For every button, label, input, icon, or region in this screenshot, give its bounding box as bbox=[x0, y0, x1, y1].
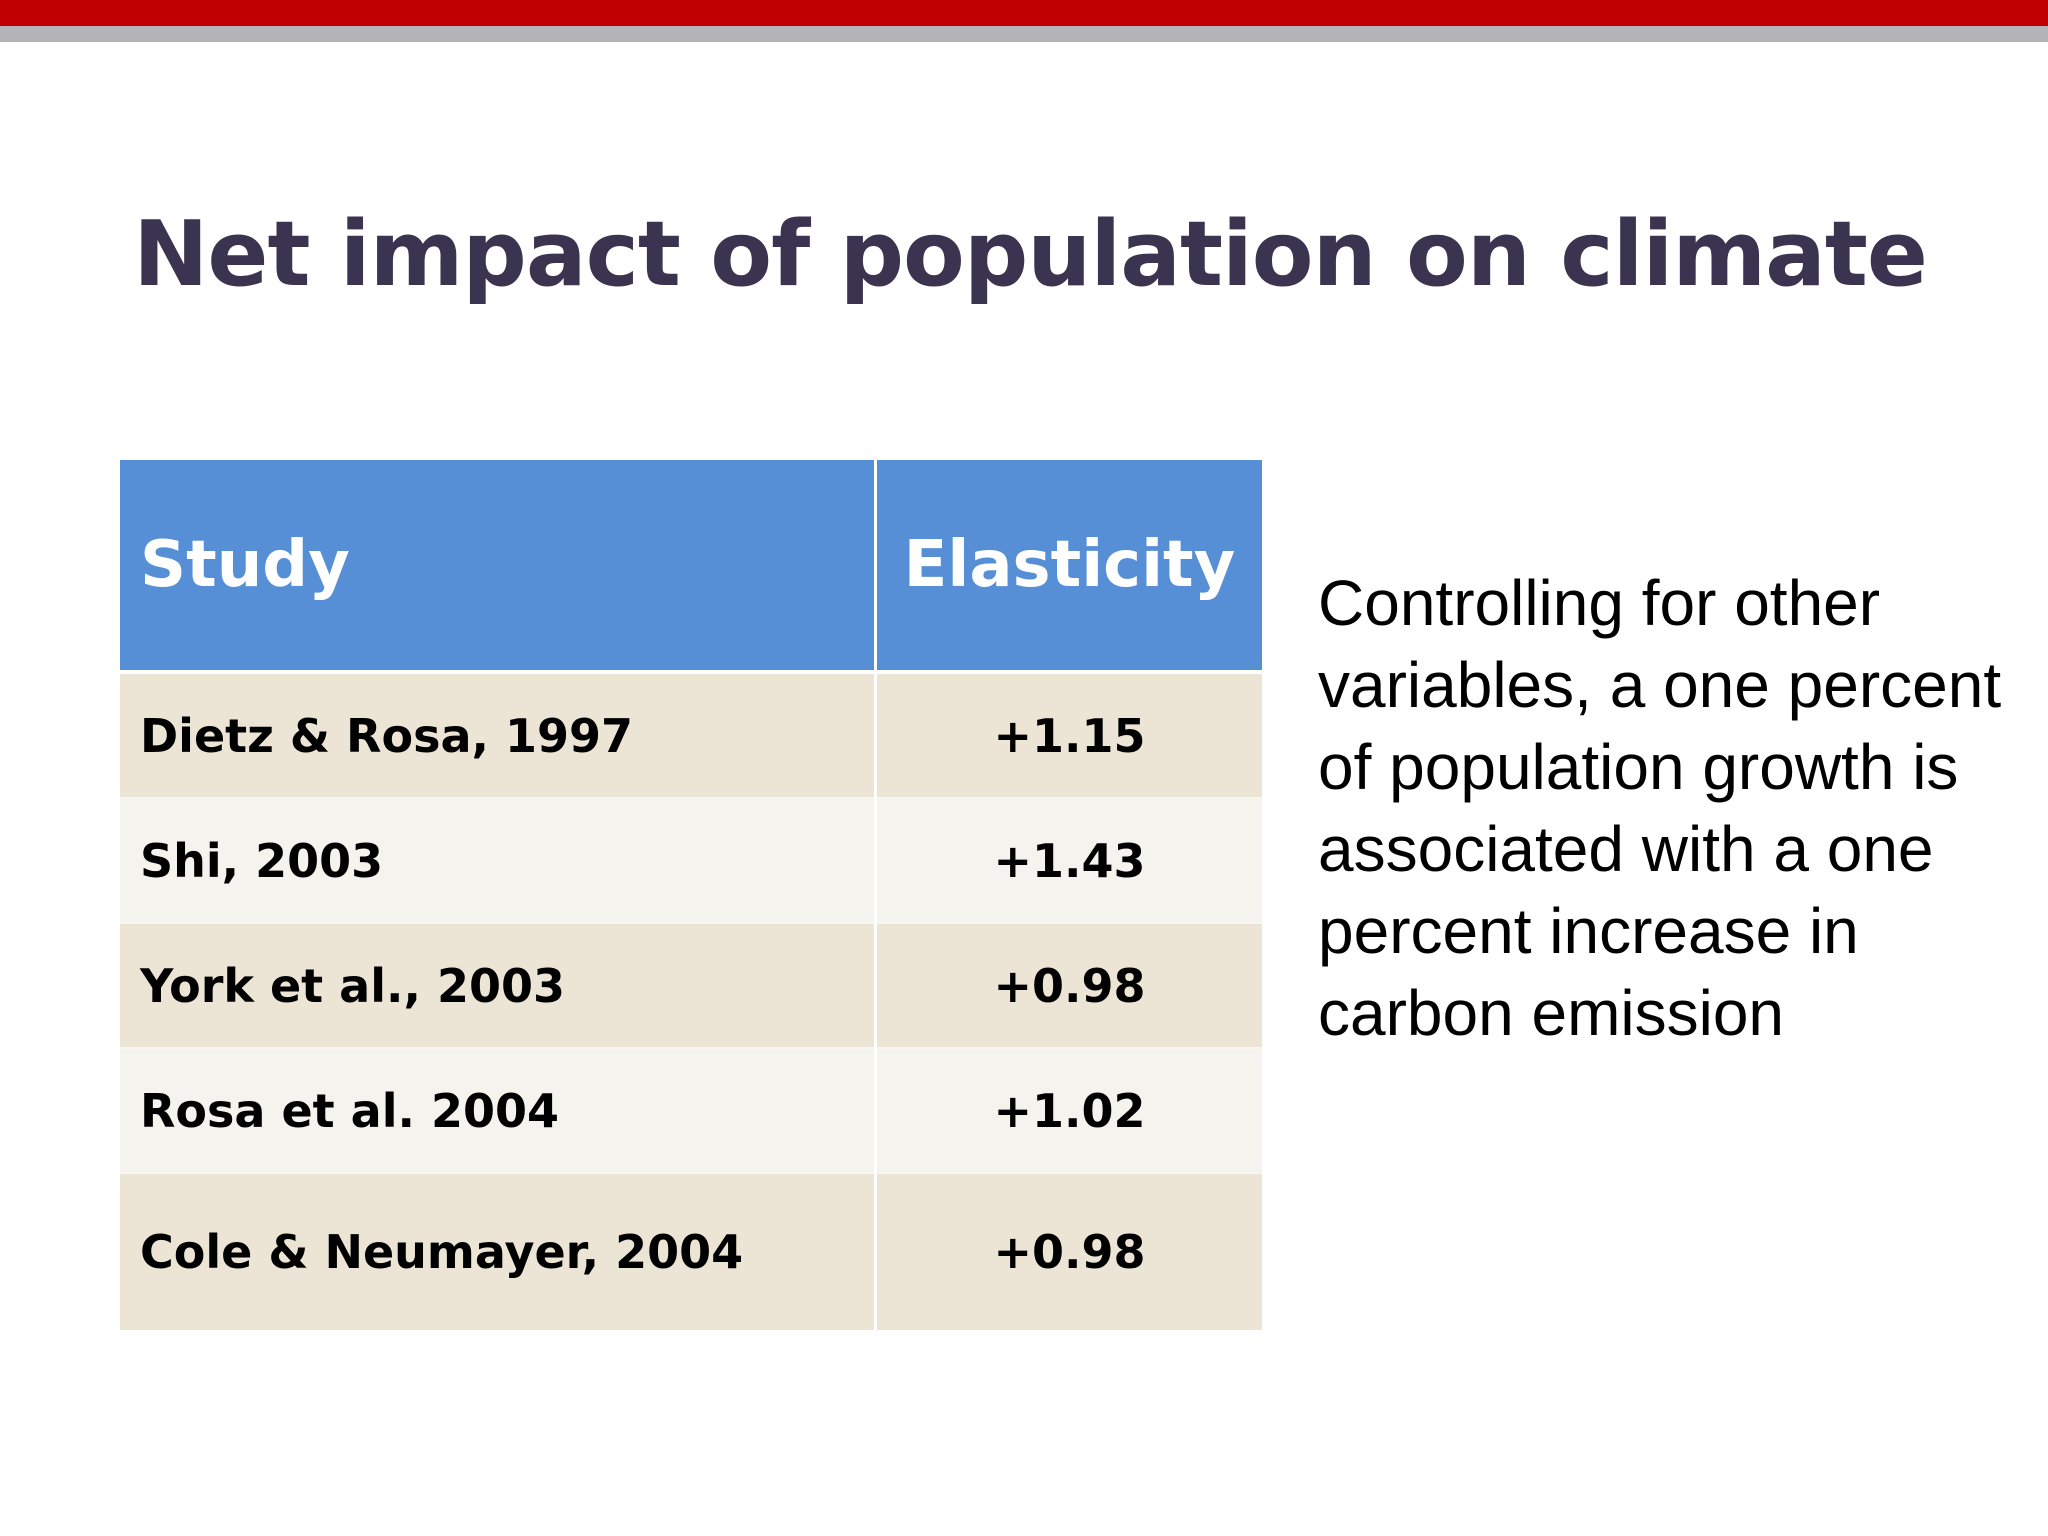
column-header-study: Study bbox=[120, 460, 877, 674]
study-cell: York et al., 2003 bbox=[120, 923, 877, 1049]
table-header-row: Study Elasticity bbox=[120, 460, 1262, 674]
table-row: Rosa et al. 2004 +1.02 bbox=[120, 1048, 1262, 1174]
study-cell: Dietz & Rosa, 1997 bbox=[120, 672, 877, 799]
side-note-text: Controlling for other variables, a one p… bbox=[1318, 567, 2002, 1049]
slide-title: Net impact of population on climate bbox=[133, 202, 1928, 308]
top-accent-bar bbox=[0, 0, 2048, 26]
elasticity-table: Study Elasticity Dietz & Rosa, 1997 +1.1… bbox=[120, 460, 1262, 1330]
elasticity-cell: +1.43 bbox=[875, 798, 1262, 924]
table-row: Dietz & Rosa, 1997 +1.15 bbox=[120, 672, 1262, 799]
table-row: Cole & Neumayer, 2004 +0.98 bbox=[120, 1173, 1262, 1330]
elasticity-cell: +0.98 bbox=[875, 923, 1262, 1049]
study-cell: Rosa et al. 2004 bbox=[120, 1048, 877, 1174]
elasticity-cell: +0.98 bbox=[875, 1173, 1262, 1330]
elasticity-cell: +1.02 bbox=[875, 1048, 1262, 1174]
top-accent-bar-secondary bbox=[0, 26, 2048, 42]
table-row: Shi, 2003 +1.43 bbox=[120, 798, 1262, 924]
study-cell: Cole & Neumayer, 2004 bbox=[120, 1173, 877, 1330]
column-header-elasticity: Elasticity bbox=[875, 460, 1262, 674]
elasticity-cell: +1.15 bbox=[875, 672, 1262, 799]
table-row: York et al., 2003 +0.98 bbox=[120, 923, 1262, 1049]
study-cell: Shi, 2003 bbox=[120, 798, 877, 924]
